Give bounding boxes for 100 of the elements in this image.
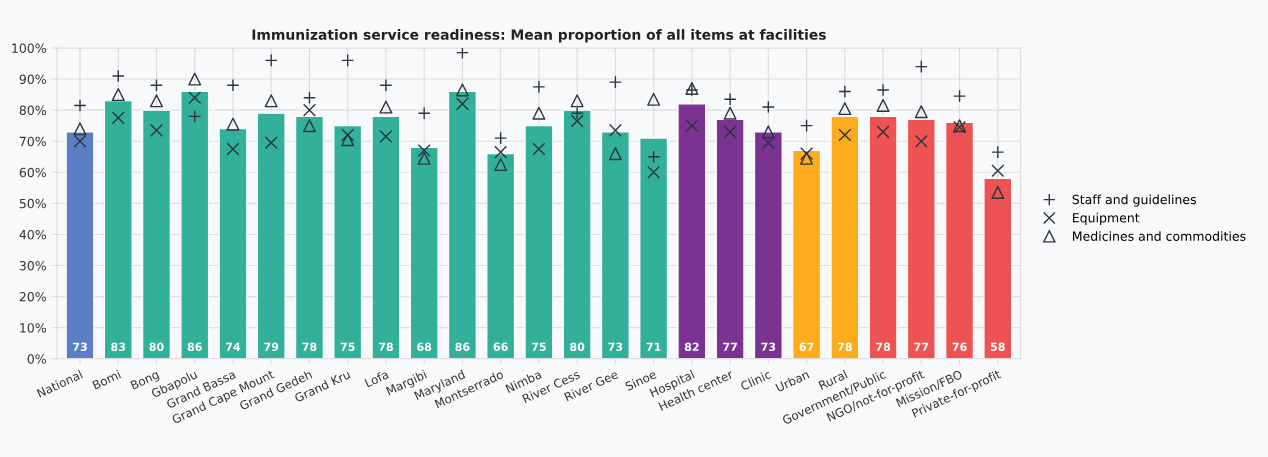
bar xyxy=(715,118,745,359)
point xyxy=(800,119,814,133)
data-label: 79 xyxy=(264,342,279,351)
point xyxy=(723,125,737,139)
chart-title: Immunization service readiness: Mean proportion of all items at facilities xyxy=(252,29,826,43)
legend-label: Staff and guidelines xyxy=(1072,194,1196,207)
data-label: 78 xyxy=(378,342,393,351)
y-tick-label: 20% xyxy=(19,292,46,302)
bar xyxy=(333,125,363,359)
data-label: 75 xyxy=(340,342,355,351)
bar xyxy=(524,125,554,359)
point xyxy=(838,84,852,98)
bar xyxy=(218,128,248,359)
bar xyxy=(830,115,860,359)
point xyxy=(608,123,622,137)
bar xyxy=(562,109,592,359)
point xyxy=(111,111,125,125)
point xyxy=(494,158,508,172)
point xyxy=(379,100,393,114)
point xyxy=(73,122,87,136)
point xyxy=(302,103,316,117)
point xyxy=(991,185,1005,199)
y-tick-label: 80% xyxy=(19,105,46,116)
point xyxy=(991,164,1005,178)
point xyxy=(188,91,202,105)
point xyxy=(647,150,661,164)
point xyxy=(761,125,775,139)
point xyxy=(226,142,240,156)
data-label: 78 xyxy=(837,342,852,351)
point xyxy=(149,123,163,137)
data-label: 73 xyxy=(73,342,87,351)
bar xyxy=(103,100,133,359)
point xyxy=(914,105,928,119)
data-label: 80 xyxy=(149,342,164,351)
point xyxy=(264,136,278,150)
y-tick-label: 10% xyxy=(20,323,46,333)
point xyxy=(111,88,125,102)
point xyxy=(838,128,852,142)
point xyxy=(302,91,316,105)
point xyxy=(723,106,737,120)
point xyxy=(570,94,584,108)
point xyxy=(532,106,546,120)
data-label: 58 xyxy=(990,342,1005,351)
y-tick-label: 50% xyxy=(19,198,46,209)
bar xyxy=(256,112,286,359)
data-label: 86 xyxy=(187,342,202,351)
point xyxy=(341,128,355,142)
point xyxy=(761,100,775,114)
point xyxy=(226,117,240,131)
data-label: 77 xyxy=(723,342,737,351)
y-tick-label: 60% xyxy=(19,167,46,178)
point xyxy=(264,94,278,108)
data-label: 86 xyxy=(455,342,470,351)
bar xyxy=(409,146,439,359)
data-label: 75 xyxy=(531,342,546,351)
point xyxy=(608,75,622,89)
y-tick-label: 70% xyxy=(19,136,46,147)
point xyxy=(455,47,469,60)
data-label: 77 xyxy=(914,342,929,351)
data-label: 73 xyxy=(608,342,623,351)
point xyxy=(761,136,775,150)
bar xyxy=(486,153,515,359)
y-tick-label: 40% xyxy=(19,229,46,240)
bar xyxy=(371,115,401,359)
legend-label: Medicines and commodities xyxy=(1073,231,1246,241)
point xyxy=(876,125,890,139)
bar xyxy=(295,115,324,359)
y-tick-label: 0% xyxy=(27,354,46,364)
x-tick-label: Clinic xyxy=(739,369,772,391)
y-tick-label: 30% xyxy=(19,260,46,271)
point xyxy=(417,144,431,158)
point xyxy=(800,151,814,165)
bar xyxy=(945,122,974,359)
point xyxy=(149,78,163,92)
point xyxy=(800,147,814,161)
bar xyxy=(906,118,936,359)
bar xyxy=(448,90,477,359)
point xyxy=(379,130,393,144)
y-tick-label: 100% xyxy=(12,43,46,53)
point xyxy=(73,134,87,148)
point xyxy=(341,133,355,147)
point xyxy=(838,102,852,116)
data-label: 82 xyxy=(684,342,699,351)
point xyxy=(73,98,87,112)
bar xyxy=(677,103,707,359)
bar xyxy=(65,131,95,359)
bar xyxy=(983,177,1013,359)
data-label: 71 xyxy=(646,342,661,351)
legend-label: Equipment xyxy=(1073,212,1140,225)
data-label: 67 xyxy=(799,342,814,351)
point xyxy=(914,134,928,148)
point xyxy=(532,142,546,156)
point xyxy=(647,165,661,179)
data-label: 78 xyxy=(876,342,891,351)
data-label: 73 xyxy=(761,342,776,351)
data-label: 66 xyxy=(493,342,508,351)
bar xyxy=(639,137,668,359)
point xyxy=(953,89,967,103)
data-label: 83 xyxy=(111,342,126,351)
bar xyxy=(792,149,821,359)
